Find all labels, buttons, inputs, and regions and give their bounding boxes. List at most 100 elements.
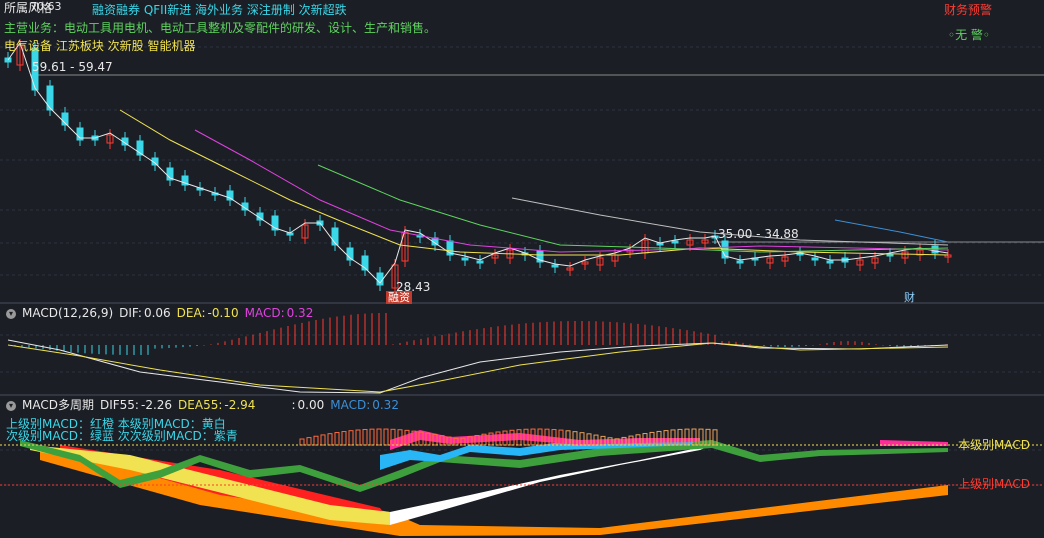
candle-body xyxy=(491,254,499,259)
multi-macd-panel-title: ▾ MACD多周期 DIF55: -2.26 DEA55: -2.94:0.00 MACD:… xyxy=(0,396,1044,414)
style-label-text: 所属风格 xyxy=(4,1,53,15)
ma60-line xyxy=(511,197,949,246)
upper-level-label: 上级别MACD xyxy=(958,477,1030,491)
ma5-line xyxy=(7,41,949,284)
candle-body xyxy=(361,255,369,271)
dea-label: DEA: xyxy=(176,306,206,320)
candle-body xyxy=(766,257,774,264)
candle-body xyxy=(331,227,339,246)
multi-macd-hist-bar xyxy=(348,430,354,446)
legend-line-2: 次级别MACD：绿蓝 次次级别MACD：紫青 xyxy=(6,429,238,443)
candle-body xyxy=(166,167,174,181)
candle-body xyxy=(701,239,709,244)
candle-body xyxy=(391,264,399,289)
candle-body xyxy=(686,239,694,246)
sub-macd-blue-band xyxy=(380,438,700,470)
multi-macd-hist-bar xyxy=(383,428,389,446)
candle-body xyxy=(901,251,909,259)
multi-macd-hist-bar xyxy=(306,437,312,446)
multi-macd-hist-bar xyxy=(628,435,634,446)
candle-body xyxy=(736,260,744,264)
candle-body xyxy=(536,250,544,263)
chevron-down-icon[interactable]: ▾ xyxy=(6,400,16,411)
multi-macd-name: MACD多周期 xyxy=(22,398,94,412)
candle-body xyxy=(871,257,879,264)
dea-value: -0.10 xyxy=(207,306,239,320)
tag-list: 融资融券 QFII新进 海外业务 深注册制 次新超跌 xyxy=(92,3,347,17)
main-business-text: 主营业务：电动工具用电机、电动工具整机及零配件的研发、设计、生产和销售。 xyxy=(4,21,437,35)
concept-list: 电气设备 江苏板块 次新股 智能机器 xyxy=(4,39,196,53)
candle-body xyxy=(856,259,864,266)
candle-body xyxy=(31,47,39,91)
price-top-label: 70.63 xyxy=(30,0,62,13)
multi-macd-hist-bar xyxy=(488,432,494,446)
candle-body xyxy=(346,247,354,261)
multi-macd-hist-bar xyxy=(313,435,319,446)
dif-value: 0.06 xyxy=(143,306,171,320)
multi-macd-label: MACD: xyxy=(330,398,371,412)
candle-body xyxy=(301,224,309,239)
macd-panel-title: ▾ MACD(12,26,9) DIF: 0.06 DEA: -0.10 MACD: 0.32 xyxy=(0,304,1044,322)
candle-body xyxy=(61,112,69,126)
candle-body xyxy=(596,257,604,266)
multi-macd-hist-bar xyxy=(362,428,368,446)
multi-macd-hist-bar xyxy=(404,429,410,446)
dif-label: DIF: xyxy=(119,306,142,320)
risk-warning-link[interactable]: 财务预警 xyxy=(944,3,993,17)
candle-body xyxy=(476,260,484,264)
chevron-down-icon[interactable]: ▾ xyxy=(6,308,16,319)
multi-macd-hist-bar xyxy=(572,431,578,446)
candle-body xyxy=(46,85,54,111)
risk-value: ◦无 警◦ xyxy=(948,28,990,42)
candle-body xyxy=(271,215,279,231)
legend-line-1: 上级别MACD：红橙 本级别MACD：黄白 xyxy=(6,417,226,431)
ma120-line xyxy=(834,219,949,243)
dif-line xyxy=(7,339,949,394)
candle-body xyxy=(826,260,834,264)
ma20-line xyxy=(194,129,949,253)
dea55-value: -2.94 xyxy=(224,398,256,412)
multi-macd-hist-bar xyxy=(516,429,522,446)
high-price-annotation: 59.61 - 59.47 xyxy=(32,60,113,74)
dea55-label: DEA55: xyxy=(178,398,223,412)
candle-body xyxy=(551,264,559,268)
multi-macd-value: 0.32 xyxy=(372,398,399,412)
finance-badge[interactable]: 财 xyxy=(904,291,915,304)
multi-macd-hist-bar xyxy=(369,428,375,446)
multi-macd-hist-bar xyxy=(327,433,333,446)
candle-body xyxy=(226,190,234,201)
dea-line xyxy=(7,342,949,393)
extra-label: : xyxy=(291,398,296,412)
candle-body xyxy=(16,44,24,66)
multi-macd-hist-bar xyxy=(600,435,606,446)
margin-badge[interactable]: 融资 xyxy=(386,291,412,304)
candle-body xyxy=(566,267,574,271)
low-price-annotation: 28.43 xyxy=(396,280,431,294)
dif55-label: DIF55: xyxy=(99,398,139,412)
multi-macd-hist-bar xyxy=(341,431,347,446)
ma30-line xyxy=(317,164,949,253)
current-level-label: 本级别MACD xyxy=(958,438,1030,452)
candle-body xyxy=(136,140,144,156)
candle-body xyxy=(181,175,189,186)
style-label: 所属风格 xyxy=(4,1,52,15)
multi-macd-hist-bar xyxy=(460,437,466,446)
candle-body xyxy=(461,257,469,261)
multi-macd-hist-bar xyxy=(432,433,438,446)
multi-macd-hist-bar xyxy=(544,428,550,446)
mid-price-annotation: 35.00 - 34.88 xyxy=(718,227,799,241)
candle-body xyxy=(916,249,924,256)
macd-value: 0.32 xyxy=(286,306,314,320)
extra-value: 0.00 xyxy=(297,398,325,412)
multi-macd-hist-bar xyxy=(656,430,662,446)
candle-body xyxy=(76,127,84,141)
candle-body xyxy=(581,261,589,265)
dif55-value: -2.26 xyxy=(140,398,173,412)
multi-macd-hist-bar xyxy=(299,438,305,446)
current-macd-white-band xyxy=(390,445,712,525)
candle-body xyxy=(811,257,819,261)
multi-macd-hist-bar xyxy=(684,428,690,446)
macd-label: MACD: xyxy=(244,306,285,320)
